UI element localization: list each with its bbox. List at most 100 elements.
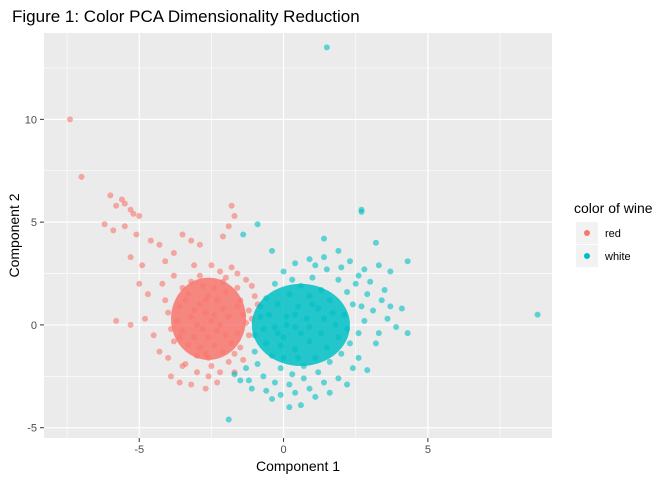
data-point — [315, 369, 322, 376]
data-point — [358, 208, 365, 215]
chart-title: Figure 1: Color PCA Dimensionality Reduc… — [12, 7, 360, 26]
data-point — [300, 375, 307, 382]
data-point — [127, 254, 134, 261]
data-point — [338, 350, 345, 357]
x-tick-label: 0 — [281, 444, 287, 456]
data-point — [165, 354, 172, 361]
data-point — [289, 276, 296, 283]
data-point — [355, 354, 362, 361]
data-point — [248, 385, 255, 392]
data-point — [243, 365, 250, 372]
data-point — [289, 371, 296, 378]
data-point — [306, 256, 313, 263]
data-point — [228, 264, 235, 271]
data-point — [144, 291, 151, 298]
data-point — [306, 385, 313, 392]
data-point — [127, 321, 134, 328]
data-point — [375, 330, 382, 337]
data-point — [338, 264, 345, 271]
legend-title: color of wine — [574, 200, 653, 216]
data-point — [245, 377, 252, 384]
data-point — [130, 210, 137, 217]
data-point — [271, 379, 278, 386]
data-point — [254, 221, 261, 228]
data-point — [335, 247, 342, 254]
data-point — [271, 280, 278, 287]
data-point — [404, 258, 411, 265]
data-point — [361, 317, 368, 324]
data-point — [170, 272, 177, 279]
data-point — [248, 282, 255, 289]
data-point — [193, 369, 200, 376]
data-point — [269, 395, 276, 402]
data-point — [217, 369, 224, 376]
data-point — [150, 332, 157, 339]
data-point — [358, 303, 365, 310]
axis-ticks: -5 0 5 -5 0 5 10 — [25, 114, 431, 456]
data-point — [320, 235, 327, 242]
y-tick-label: -5 — [27, 423, 37, 435]
data-point — [286, 404, 293, 411]
legend-swatch — [584, 230, 590, 236]
data-point — [136, 212, 143, 219]
data-point — [159, 280, 166, 287]
data-point — [335, 375, 342, 382]
data-point — [393, 323, 400, 330]
data-point — [387, 303, 394, 310]
data-point — [352, 280, 359, 287]
data-point — [355, 330, 362, 337]
data-point — [133, 231, 140, 238]
data-point — [191, 262, 198, 269]
data-point — [113, 317, 120, 324]
data-point — [78, 173, 85, 180]
data-point — [277, 365, 284, 372]
data-point — [404, 330, 411, 337]
data-point — [243, 276, 250, 283]
data-point — [147, 237, 154, 244]
data-point — [231, 350, 238, 357]
data-point — [208, 363, 215, 370]
data-point — [142, 315, 149, 322]
data-point — [263, 387, 270, 394]
data-point — [121, 200, 128, 207]
data-point — [240, 231, 247, 238]
data-point — [372, 239, 379, 246]
data-point — [234, 270, 241, 277]
data-point — [323, 266, 330, 273]
data-point — [219, 233, 226, 240]
data-point — [286, 381, 293, 388]
data-point — [346, 258, 353, 265]
data-point — [101, 221, 108, 228]
y-tick-label: 5 — [31, 217, 37, 229]
data-point — [121, 223, 128, 230]
data-point — [208, 262, 215, 269]
data-point — [349, 365, 356, 372]
data-point — [245, 307, 252, 314]
data-point — [323, 44, 330, 51]
legend-label: white — [604, 251, 631, 263]
data-point — [297, 402, 304, 409]
data-point — [277, 391, 284, 398]
data-point — [231, 371, 238, 378]
data-point — [170, 249, 177, 256]
data-point — [312, 262, 319, 269]
data-point — [245, 332, 252, 339]
dense-point-cluster — [171, 277, 247, 360]
data-point — [367, 278, 374, 285]
data-point — [225, 223, 232, 230]
data-point — [346, 340, 353, 347]
data-point — [312, 393, 319, 400]
data-point — [170, 338, 177, 345]
data-point — [214, 379, 221, 386]
plot-panel — [44, 33, 552, 438]
data-point — [240, 356, 247, 363]
data-point — [196, 241, 203, 248]
data-point — [136, 280, 143, 287]
data-point — [320, 254, 327, 261]
legend: color of wine red white — [574, 200, 653, 267]
data-point — [372, 340, 379, 347]
data-point — [269, 247, 276, 254]
data-point — [107, 192, 114, 199]
data-point — [534, 311, 541, 318]
data-point — [349, 301, 356, 308]
